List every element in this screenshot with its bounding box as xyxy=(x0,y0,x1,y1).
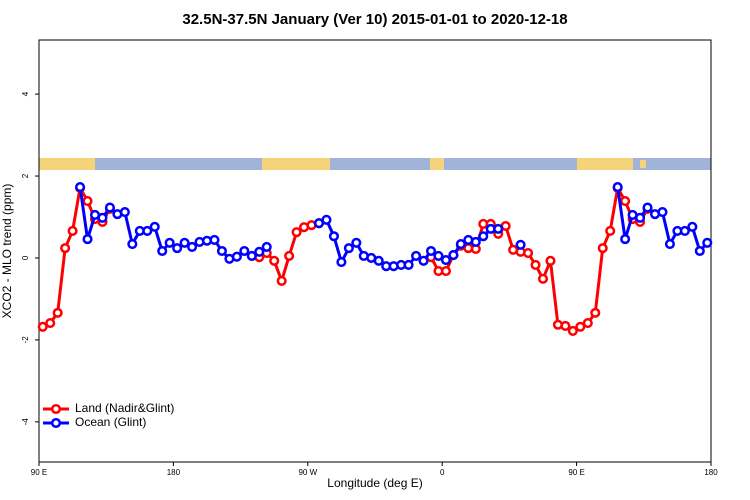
y-tick-label: -4 xyxy=(21,418,30,426)
data-point xyxy=(119,207,130,218)
plot-frame xyxy=(38,39,712,463)
data-point xyxy=(67,225,78,236)
data-point xyxy=(142,225,153,236)
data-point xyxy=(679,225,690,236)
data-point xyxy=(276,275,287,286)
data-point xyxy=(82,234,93,245)
data-point xyxy=(687,221,698,232)
data-point xyxy=(60,243,71,254)
data-point xyxy=(425,245,437,257)
data-point xyxy=(179,237,190,248)
data-point xyxy=(172,243,183,254)
data-point xyxy=(209,234,220,245)
data-point xyxy=(440,266,451,277)
legend-label: Land (Nadir&Glint) xyxy=(75,401,174,415)
data-point xyxy=(343,243,354,254)
data-point xyxy=(246,250,257,261)
data-point xyxy=(336,257,347,268)
data-point xyxy=(104,202,115,213)
x-tick-label: 90 E xyxy=(31,468,47,477)
chart-title: 32.5N-37.5N January (Ver 10) 2015-01-01 … xyxy=(182,11,567,28)
data-point xyxy=(97,212,108,223)
x-tick-label: 90 W xyxy=(298,468,317,477)
series-line xyxy=(78,186,709,268)
data-point xyxy=(605,225,616,236)
y-tick-label: 0 xyxy=(21,255,30,260)
data-point xyxy=(269,255,280,266)
data-point xyxy=(582,318,593,329)
data-point xyxy=(470,236,481,248)
data-point xyxy=(351,237,362,248)
data-point xyxy=(411,250,422,261)
data-point xyxy=(373,255,384,266)
y-axis-label: XCO2 - MLO trend (ppm) xyxy=(0,184,14,319)
data-point xyxy=(575,321,586,332)
data-point xyxy=(455,238,466,250)
data-point xyxy=(321,214,332,225)
data-point xyxy=(448,250,459,261)
data-point xyxy=(537,273,549,284)
data-point xyxy=(149,221,160,232)
data-point xyxy=(127,238,138,250)
data-point xyxy=(284,250,295,261)
data-point xyxy=(694,245,705,257)
data-point xyxy=(45,318,56,329)
data-point xyxy=(493,223,504,234)
land-ocean-band xyxy=(39,158,711,170)
x-tick-label: 90 E xyxy=(568,468,584,477)
data-point xyxy=(291,227,302,238)
data-point xyxy=(635,212,646,223)
data-point xyxy=(52,307,63,318)
data-point xyxy=(590,307,601,318)
data-point xyxy=(433,250,444,261)
legend-marker xyxy=(50,417,62,429)
data-point xyxy=(254,246,265,257)
y-tick-label: -2 xyxy=(21,336,30,344)
data-point xyxy=(642,202,653,213)
data-point xyxy=(82,195,93,207)
data-point xyxy=(37,321,48,332)
data-point xyxy=(567,325,578,336)
legend-label: Ocean (Glint) xyxy=(75,415,146,429)
y-tick-label: 4 xyxy=(21,91,30,96)
data-point xyxy=(620,234,631,245)
data-point xyxy=(597,243,608,254)
data-point xyxy=(261,241,272,252)
data-point xyxy=(545,255,556,266)
data-point xyxy=(440,254,451,266)
data-point xyxy=(187,241,198,252)
x-tick-label: 180 xyxy=(167,468,181,477)
data-point xyxy=(515,239,526,250)
data-point xyxy=(157,245,168,257)
data-point xyxy=(560,320,571,332)
data-point xyxy=(523,247,534,259)
data-point xyxy=(403,259,414,270)
data-point xyxy=(75,182,86,193)
data-point xyxy=(231,251,242,262)
data-point xyxy=(657,207,668,218)
data-point xyxy=(239,245,250,257)
data-point xyxy=(216,245,227,257)
x-tick-label: 180 xyxy=(704,468,718,477)
data-point xyxy=(620,195,631,207)
x-tick-label: 0 xyxy=(440,468,445,477)
y-tick-label: 2 xyxy=(21,173,30,178)
data-point xyxy=(328,231,339,242)
data-point xyxy=(702,237,713,248)
data-point xyxy=(664,238,675,250)
legend-marker xyxy=(50,403,62,415)
data-point xyxy=(164,237,175,248)
x-axis-label: Longitude (deg E) xyxy=(327,476,422,490)
data-point xyxy=(418,255,429,266)
data-point xyxy=(530,259,541,270)
data-point xyxy=(478,231,489,242)
data-point xyxy=(612,182,623,193)
